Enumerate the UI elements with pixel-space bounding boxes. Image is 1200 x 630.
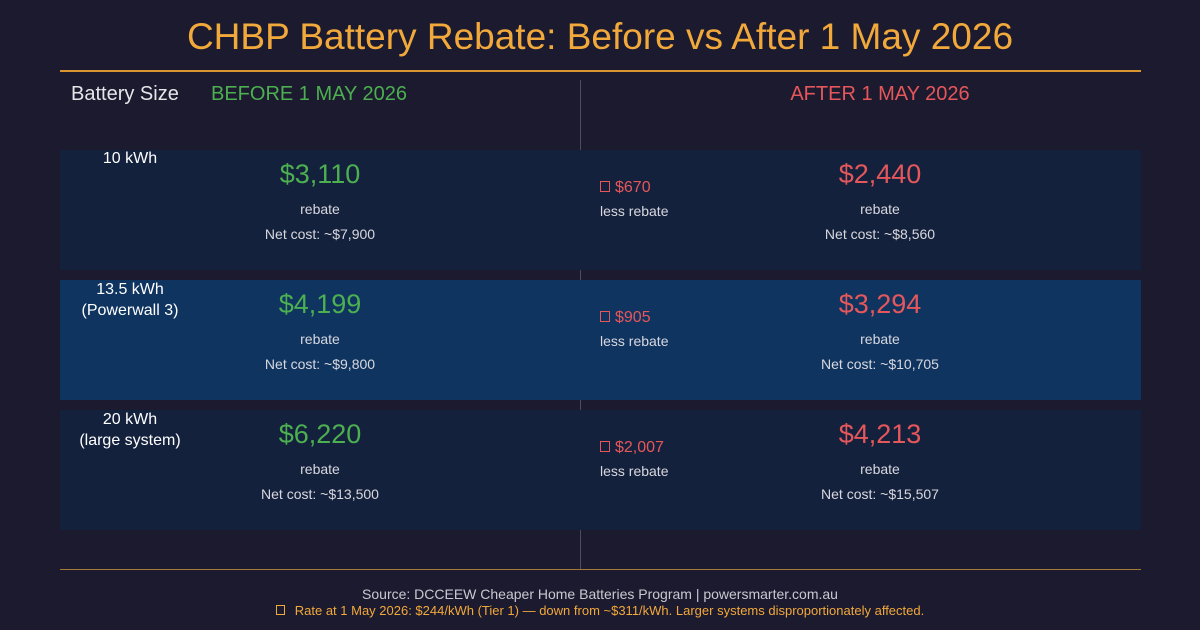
- before-rebate-label: rebate: [300, 331, 340, 347]
- title-rule: [60, 70, 1141, 72]
- table-row: [60, 150, 1141, 270]
- after-rebate-label: rebate: [860, 201, 900, 217]
- battery-size-sublabel: (large system): [79, 432, 181, 449]
- battery-size-label: 10 kWh: [102, 150, 158, 167]
- header-before: BEFORE 1 MAY 2026: [211, 83, 408, 105]
- after-rebate-amount: $2,440: [838, 159, 922, 189]
- before-rebate-amount: $6,220: [278, 419, 362, 449]
- rate-note-text: Rate at 1 May 2026: $244/kWh (Tier 1) — …: [294, 603, 925, 618]
- loss-icon: [600, 311, 610, 322]
- rebate-loss-amount: $905: [615, 309, 651, 326]
- after-rebate-amount: $4,213: [838, 419, 922, 449]
- before-rebate-label: rebate: [300, 201, 340, 217]
- footer-rule: [60, 569, 1141, 570]
- after-net-cost: Net cost: ~$8,560: [824, 226, 936, 242]
- before-rebate-label: rebate: [300, 461, 340, 477]
- loss-icon: [600, 441, 610, 452]
- rebate-loss: $670: [600, 178, 651, 198]
- rate-note: Rate at 1 May 2026: $244/kWh (Tier 1) — …: [0, 602, 1200, 619]
- battery-size-label: 13.5 kWh: [96, 281, 164, 298]
- after-rebate-amount: $3,294: [838, 289, 922, 319]
- header-after: AFTER 1 MAY 2026: [790, 83, 970, 105]
- rebate-loss-amount: $670: [615, 179, 651, 196]
- after-rebate-label: rebate: [860, 461, 900, 477]
- header-battery-size: Battery Size: [71, 83, 179, 105]
- before-net-cost: Net cost: ~$7,900: [264, 226, 376, 242]
- after-net-cost: Net cost: ~$15,507: [821, 486, 939, 502]
- before-net-cost: Net cost: ~$9,800: [264, 356, 376, 372]
- before-rebate-amount: $4,199: [278, 289, 362, 319]
- note-icon: [275, 605, 285, 615]
- battery-size-label: 20 kWh: [102, 411, 158, 428]
- rebate-loss-label: less rebate: [600, 203, 669, 219]
- table-row: [60, 280, 1141, 400]
- rebate-loss: $2,007: [600, 438, 664, 458]
- table-row: [60, 410, 1141, 530]
- rebate-loss-label: less rebate: [600, 463, 669, 479]
- page-title: CHBP Battery Rebate: Before vs After 1 M…: [186, 16, 1014, 57]
- rebate-loss-amount: $2,007: [615, 439, 664, 456]
- battery-size-sublabel: (Powerwall 3): [81, 302, 179, 319]
- loss-icon: [600, 181, 610, 192]
- rebate-loss-label: less rebate: [600, 333, 669, 349]
- before-rebate-amount: $3,110: [279, 159, 361, 189]
- source-text: Source: DCCEEW Cheaper Home Batteries Pr…: [362, 586, 838, 602]
- rebate-loss: $905: [600, 308, 651, 328]
- after-rebate-label: rebate: [860, 331, 900, 347]
- after-net-cost: Net cost: ~$10,705: [821, 356, 939, 372]
- before-net-cost: Net cost: ~$13,500: [261, 486, 379, 502]
